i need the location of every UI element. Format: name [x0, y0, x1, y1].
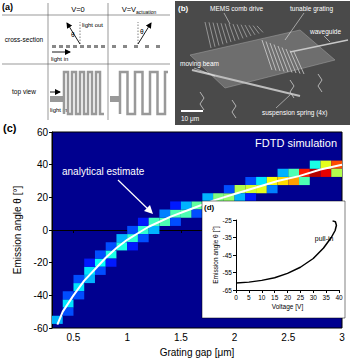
svg-text:-60: -60 [34, 323, 49, 334]
svg-text:-65: -65 [223, 287, 233, 294]
svg-text:light out: light out [82, 22, 103, 28]
svg-text:(a): (a) [2, 2, 13, 12]
svg-text:2: 2 [232, 332, 238, 343]
svg-text:θ: θ [140, 28, 144, 35]
svg-text:Grating gap [μm]: Grating gap [μm] [160, 347, 235, 358]
svg-text:10: 10 [258, 294, 266, 301]
svg-text:Emission angle θ [°]: Emission angle θ [°] [12, 186, 23, 275]
svg-text:(d): (d) [204, 203, 215, 212]
svg-text:cross-section: cross-section [5, 36, 44, 43]
svg-text:θ: θ [71, 31, 75, 38]
svg-text:MEMS comb drive: MEMS comb drive [210, 5, 263, 12]
svg-text:60: 60 [37, 127, 49, 138]
svg-text:analytical estimate: analytical estimate [62, 166, 145, 177]
svg-text:-40: -40 [34, 290, 49, 301]
svg-text:-45: -45 [223, 252, 233, 259]
svg-text:top view: top view [12, 88, 36, 96]
svg-text:2.5: 2.5 [281, 332, 295, 343]
svg-text:V=Vactuation: V=Vactuation [122, 5, 157, 15]
svg-text:waveguide: waveguide [309, 28, 341, 36]
svg-text:1.5: 1.5 [174, 332, 188, 343]
svg-text:40: 40 [37, 159, 49, 170]
svg-text:-55: -55 [223, 269, 233, 276]
svg-text:moving beam: moving beam [180, 60, 219, 68]
svg-text:5: 5 [247, 294, 251, 301]
svg-text:15: 15 [271, 294, 279, 301]
svg-text:Emission angle θ [°]: Emission angle θ [°] [212, 226, 220, 284]
svg-text:0: 0 [42, 225, 48, 236]
svg-text:10 μm: 10 μm [181, 115, 199, 123]
svg-text:40: 40 [335, 294, 343, 301]
svg-text:(b): (b) [178, 4, 189, 13]
svg-text:-20: -20 [34, 257, 49, 268]
svg-text:0: 0 [234, 294, 238, 301]
svg-text:FDTD simulation: FDTD simulation [255, 137, 337, 149]
svg-text:tunable grating: tunable grating [290, 5, 333, 13]
svg-text:light in: light in [50, 107, 67, 113]
svg-text:35: 35 [323, 294, 331, 301]
svg-text:suspension spring (4x): suspension spring (4x) [262, 109, 327, 117]
svg-text:pull-in: pull-in [315, 235, 334, 243]
svg-text:30: 30 [310, 294, 318, 301]
svg-text:0.5: 0.5 [67, 332, 81, 343]
svg-text:-25: -25 [223, 217, 233, 224]
svg-text:20: 20 [284, 294, 292, 301]
svg-text:25: 25 [297, 294, 305, 301]
svg-text:(c): (c) [3, 122, 17, 134]
svg-text:1: 1 [124, 332, 130, 343]
svg-text:20: 20 [37, 192, 49, 203]
svg-text:-35: -35 [223, 234, 233, 241]
svg-text:Voltage [V]: Voltage [V] [272, 303, 304, 311]
svg-text:light in: light in [51, 56, 68, 62]
svg-text:V=0: V=0 [71, 5, 85, 14]
svg-text:3: 3 [339, 332, 345, 343]
